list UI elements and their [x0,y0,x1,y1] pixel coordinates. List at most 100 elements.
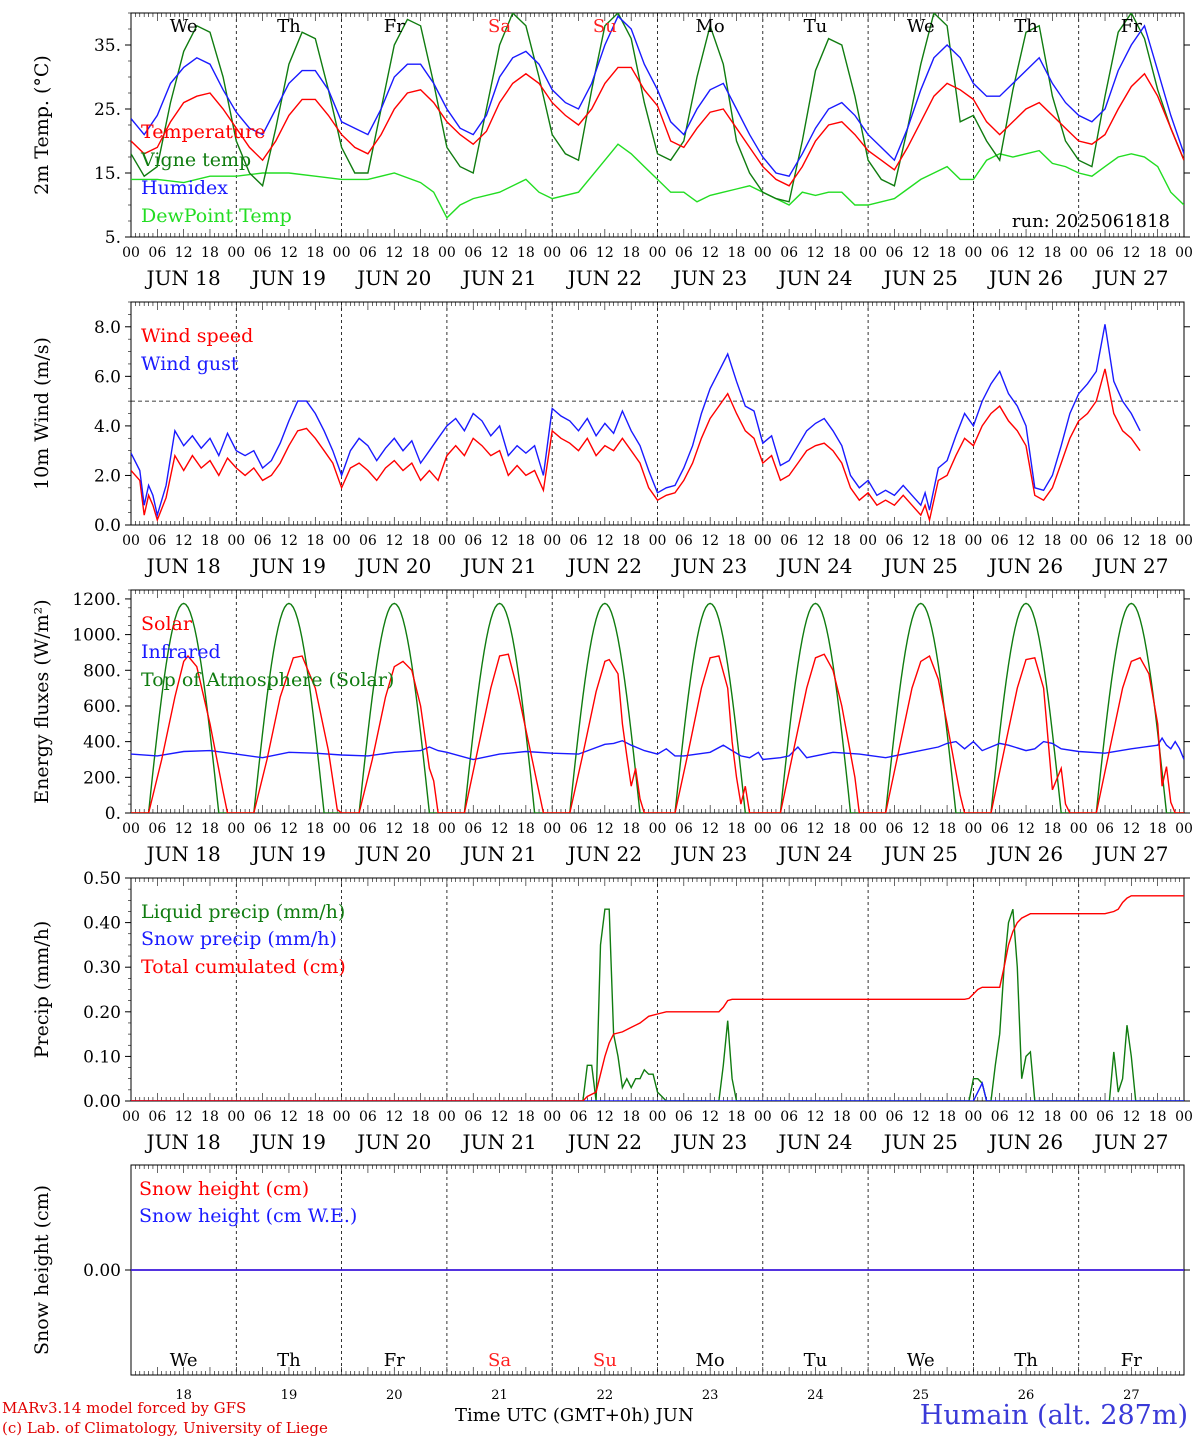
y-tick-label: 400. [83,733,121,753]
hour-label: 00 [227,1109,245,1125]
hour-label: 12 [912,821,930,837]
hour-label: 06 [780,821,798,837]
hour-label: 18 [1149,1109,1167,1125]
hour-label: 18 [1043,533,1061,549]
weekday-label: We [170,16,198,37]
date-label: JUN 25 [882,1130,958,1154]
date-label: JUN 22 [566,1130,642,1154]
y-tick-label: 0.40 [83,914,121,934]
hour-label: 06 [991,1109,1009,1125]
legend-entry: DewPoint Temp [141,205,292,227]
hour-label: 12 [491,245,509,261]
plot-frame [130,12,1185,238]
hour-label: 00 [754,533,772,549]
hour-label: 06 [991,245,1009,261]
y-tick-label: 600. [83,697,121,717]
hour-label: 00 [649,1109,667,1125]
hour-label: 18 [833,533,851,549]
hour-label: 12 [1122,533,1140,549]
hour-label: 12 [1122,245,1140,261]
hour-label: 00 [1070,533,1088,549]
date-label: JUN 19 [250,266,326,290]
hour-label: 00 [859,1109,877,1125]
hour-label: 12 [280,1109,298,1125]
hour-label: 12 [807,821,825,837]
date-label: JUN 27 [1092,266,1168,290]
y-tick-label: 35. [94,36,121,56]
hour-label: 06 [254,245,272,261]
legend-entry: Top of Atmosphere (Solar) [141,669,394,691]
weekday-label: Fr [1121,1350,1142,1371]
hour-label: 06 [359,821,377,837]
hour-label: 06 [464,821,482,837]
y-tick-label: 0.10 [83,1047,121,1067]
date-label: JUN 26 [987,842,1063,866]
date-label: JUN 20 [355,266,431,290]
hour-label: 12 [807,245,825,261]
hour-label: 12 [807,533,825,549]
hour-label: 06 [780,1109,798,1125]
legend-entry: Infrared [141,641,221,663]
date-label: JUN 24 [776,842,852,866]
hour-label: 00 [859,245,877,261]
day-number-label: 21 [491,1388,508,1403]
hour-label: 06 [464,1109,482,1125]
hour-label: 12 [491,533,509,549]
weekday-label: Th [277,16,301,37]
legend-entry: Liquid precip (mm/h) [141,901,345,923]
hour-label: 18 [306,1109,324,1125]
weekday-label: Th [1014,1350,1038,1371]
hour-label: 12 [385,245,403,261]
day-number-label: 22 [597,1388,614,1403]
hour-label: 06 [570,533,588,549]
weekday-label: We [170,1350,198,1371]
hour-label: 00 [333,821,351,837]
weekday-label: Th [1014,16,1038,37]
hour-label: 12 [1122,1109,1140,1125]
hour-label: 00 [1070,245,1088,261]
weekday-label: Sa [488,1350,511,1371]
y-tick-label: 6.0 [94,367,121,387]
hour-label: 18 [306,533,324,549]
hour-label: 18 [306,821,324,837]
hour-label: 12 [1017,533,1035,549]
hour-label: 00 [227,821,245,837]
hour-label: 06 [570,1109,588,1125]
weekday-label: Mo [696,16,725,37]
date-label: JUN 27 [1092,1130,1168,1154]
hour-label: 12 [385,533,403,549]
hour-label: 06 [886,533,904,549]
panel-4: 0.00 0.10 0.20 0.30 0.40 0.50 Precip (mm/h) Liq… [31,869,1193,1154]
hour-label: 06 [570,821,588,837]
hour-label: 18 [517,245,535,261]
hour-label: 18 [728,533,746,549]
hour-label: 00 [122,245,140,261]
hour-label: 00 [649,245,667,261]
date-label: JUN 23 [671,554,747,578]
hour-label: 18 [1149,245,1167,261]
hour-label: 00 [964,821,982,837]
weekday-label: Fr [1121,16,1142,37]
hour-label: 12 [280,533,298,549]
hour-label: 00 [964,1109,982,1125]
day-number-label: 26 [1018,1388,1035,1403]
hour-label: 12 [912,245,930,261]
hour-label: 18 [306,245,324,261]
hour-label: 06 [780,245,798,261]
hour-label: 18 [1043,245,1061,261]
series-line-infrared [131,736,1184,761]
y-tick-label: 15. [94,164,121,184]
hour-label: 00 [333,1109,351,1125]
series-line-vigne-temp [131,13,1184,203]
date-label: JUN 24 [776,1130,852,1154]
hour-label: 12 [701,533,719,549]
hour-label: 18 [201,821,219,837]
y-axis-label: Precip (mm/h) [31,921,53,1059]
hour-label: 18 [412,245,430,261]
weekday-label: Su [593,1350,617,1371]
date-label: JUN 19 [250,842,326,866]
hour-label: 06 [254,533,272,549]
legend-entry: Wind speed [141,325,253,347]
date-label: JUN 20 [355,842,431,866]
hour-label: 00 [1175,821,1193,837]
